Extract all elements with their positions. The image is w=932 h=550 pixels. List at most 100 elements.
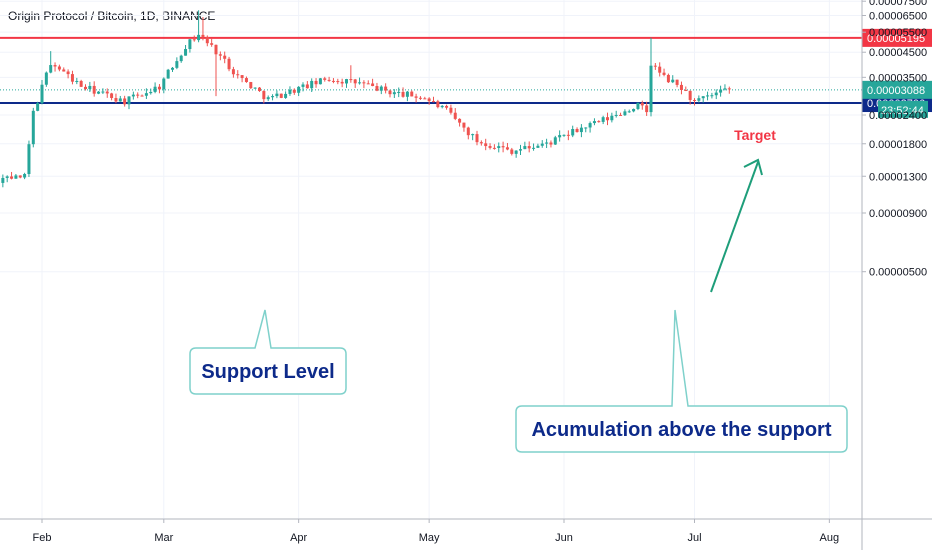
candles	[1, 10, 731, 188]
candle-body	[653, 65, 657, 67]
candle-body	[214, 44, 218, 55]
candle-body	[253, 87, 257, 89]
target-arrow-head	[743, 158, 763, 176]
x-tick-label: Jul	[687, 532, 701, 544]
y-tick-label: 0.00002400	[869, 110, 927, 122]
candle-body	[345, 79, 348, 84]
candle-body	[514, 150, 518, 154]
candle-body	[10, 176, 14, 179]
candle-body	[706, 95, 710, 97]
candle-body	[358, 82, 362, 84]
candle-body	[588, 123, 592, 128]
candle-body	[323, 78, 327, 80]
candle-body	[536, 145, 540, 148]
candle-body	[166, 69, 170, 79]
candle-body	[601, 117, 605, 122]
candle-body	[131, 94, 135, 97]
candle-body	[584, 127, 588, 129]
candle-body	[571, 129, 575, 136]
y-tick-label: 0.00001300	[869, 171, 927, 183]
candle-body	[175, 61, 179, 68]
candle-body	[353, 79, 357, 84]
candle-body	[675, 79, 679, 85]
candle-body	[423, 98, 427, 100]
candle-body	[388, 90, 392, 95]
candle-body	[262, 91, 266, 100]
candle-body	[636, 102, 640, 109]
candle-body	[162, 78, 166, 90]
candle-body	[527, 146, 531, 149]
candle-body	[523, 146, 527, 150]
x-tick-label: Aug	[820, 532, 840, 544]
candle-body	[414, 96, 418, 98]
candle-body	[301, 84, 305, 87]
candle-body	[53, 65, 57, 67]
candle-body	[384, 86, 388, 91]
candle-body	[314, 80, 318, 85]
candle-body	[619, 114, 623, 116]
y-tick-label: 0.00003500	[869, 72, 927, 84]
candle-body	[501, 146, 505, 148]
candle-body	[519, 149, 522, 151]
candle-body	[218, 54, 222, 56]
candle-body	[610, 115, 614, 121]
candle-body	[484, 143, 488, 147]
candle-body	[397, 91, 401, 93]
support-callout-box	[189, 309, 347, 395]
x-tick-label: Mar	[154, 532, 173, 544]
y-tick-label: 0.00004500	[869, 47, 927, 59]
candle-body	[640, 102, 644, 106]
accumulation-callout-text: Acumulation above the support	[531, 419, 831, 441]
candle-body	[40, 84, 44, 104]
accumulation-callout: Acumulation above the support	[515, 309, 848, 453]
countdown-bg	[878, 100, 928, 118]
candle-body	[462, 122, 466, 128]
candle-body	[471, 134, 475, 136]
candle-body	[658, 66, 662, 73]
candle-body	[727, 88, 731, 90]
candle-body	[123, 98, 127, 105]
x-tick-label: May	[419, 532, 440, 544]
candle-body	[66, 71, 70, 75]
candle-body	[310, 80, 314, 89]
candle-body	[14, 175, 18, 179]
candle-body	[375, 86, 379, 91]
candle-body	[271, 96, 275, 98]
candle-body	[171, 67, 174, 70]
candle-body	[284, 93, 288, 98]
x-tick-label: Feb	[33, 532, 52, 544]
candle-body	[710, 95, 714, 97]
overlays: Target Support Level Acumulation above the…	[189, 127, 848, 453]
candle-body	[671, 79, 675, 83]
candle-body	[579, 127, 583, 133]
candle-body	[532, 147, 536, 149]
target-label: Target	[734, 127, 776, 143]
candle-body	[436, 101, 440, 108]
candle-body	[305, 84, 309, 89]
candle-body	[88, 85, 92, 89]
candle-body	[179, 55, 183, 62]
candle-body	[184, 49, 188, 56]
y-tick-label: 0.00000500	[869, 267, 927, 279]
candle-body	[553, 137, 557, 145]
candle-body	[57, 66, 61, 70]
candle-body	[492, 147, 496, 149]
candle-body	[549, 142, 553, 145]
candle-body	[331, 80, 335, 82]
target-line-label-bg	[862, 28, 932, 47]
candle-body	[592, 121, 596, 124]
candle-body	[427, 98, 431, 102]
candle-body	[157, 86, 161, 90]
y-tick-label: 0.00001800	[869, 139, 927, 151]
candle-body	[558, 135, 562, 138]
candle-body	[453, 112, 457, 119]
candle-body	[723, 88, 727, 90]
candle-body	[466, 127, 470, 136]
candle-body	[27, 144, 31, 175]
candle-body	[136, 94, 140, 96]
last-price-label-bg	[862, 80, 932, 99]
x-tick-label: Apr	[290, 532, 307, 544]
candle-body	[275, 93, 279, 97]
